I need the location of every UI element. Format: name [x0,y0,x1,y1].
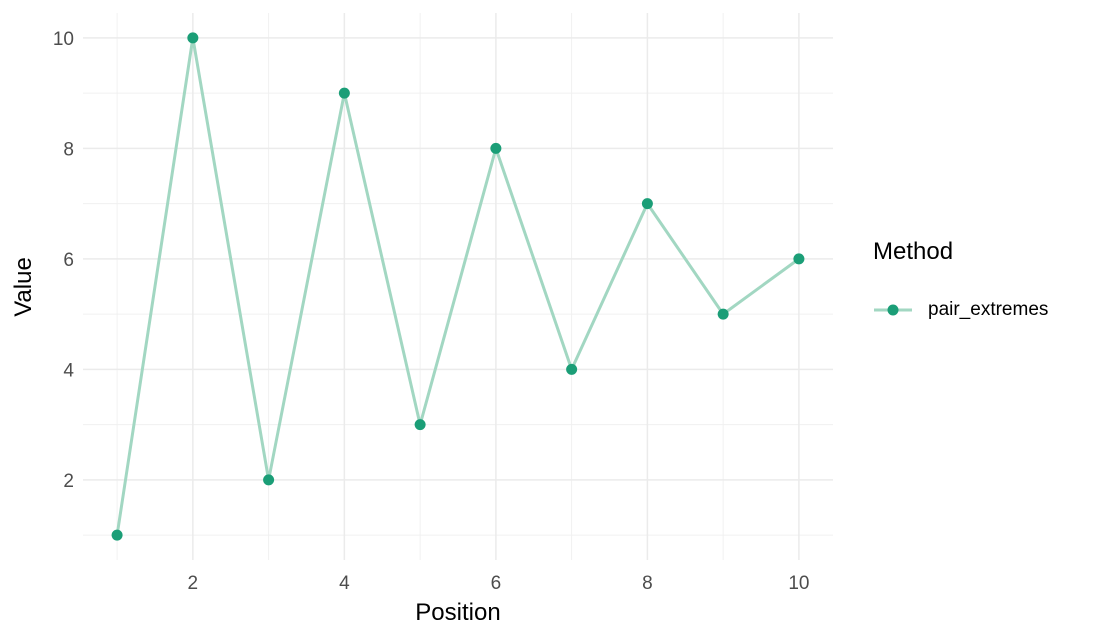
y-tick-label: 6 [63,250,74,271]
data-point [338,87,350,99]
data-point [490,142,502,154]
x-tick-labels: 2 4 6 8 10 [188,573,810,594]
gridlines-minor [83,13,833,560]
data-point [641,198,653,210]
data-point [566,363,578,375]
y-tick-label: 2 [63,471,74,492]
legend-item: pair_extremes [873,298,1048,322]
y-tick-label: 10 [53,29,74,50]
data-point [263,474,275,486]
x-tick-label: 2 [188,573,199,594]
x-tick-label: 6 [491,573,502,594]
data-point [111,529,123,541]
gridlines-major [83,13,833,560]
y-tick-label: 4 [63,360,74,381]
y-tick-label: 8 [63,139,74,160]
x-tick-label: 4 [339,573,350,594]
data-point [187,32,199,44]
data-point [414,419,426,431]
x-tick-label: 10 [788,573,809,594]
legend-item-label: pair_extremes [928,299,1049,320]
x-axis-title: Position [415,599,501,626]
y-axis-title: Value [10,257,37,317]
data-point [717,308,729,320]
x-tick-label: 8 [642,573,653,594]
y-tick-labels: 2 4 6 8 10 [53,29,75,492]
legend-key-icon [874,304,912,316]
legend: Method pair_extremes [873,238,1048,322]
series-line [115,36,800,536]
series-points [111,32,805,541]
legend-title: Method [873,238,954,265]
data-point [793,253,805,265]
